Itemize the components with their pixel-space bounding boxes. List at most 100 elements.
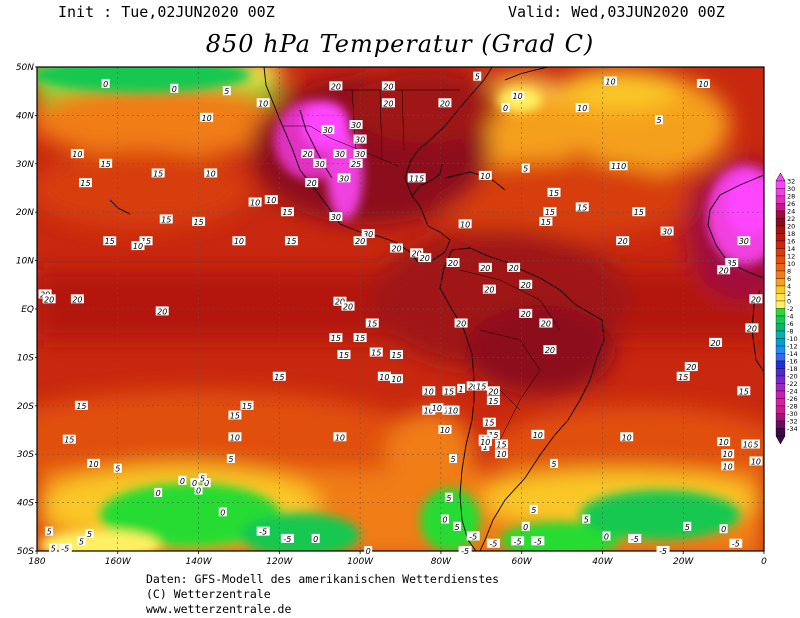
contour-label: 15: [444, 387, 454, 396]
contour-label-box: [222, 86, 231, 96]
contour-label: 20: [508, 264, 518, 273]
contour-label-box: [749, 456, 763, 466]
legend-swatch: [775, 210, 786, 219]
contour-label-box: [473, 71, 482, 81]
contour-label: 10: [460, 220, 470, 229]
contour-label-box: [202, 478, 211, 488]
legend-label: 16: [787, 238, 795, 246]
contour-label: 15: [286, 237, 296, 246]
contour-label: 5: [475, 73, 480, 82]
contour-label-box: [507, 262, 521, 272]
footer-copyright: (C) Wetterzentrale: [146, 587, 271, 601]
contour-label: 5: [454, 523, 459, 532]
contour-label-box: [178, 475, 187, 485]
contour-label: 20: [484, 286, 494, 295]
contour-label: 30: [323, 126, 333, 135]
contour-label: 5: [115, 465, 120, 474]
contour-label-box: [549, 458, 558, 468]
contour-label-box: [446, 405, 460, 415]
legend-label: 10: [787, 260, 795, 268]
legend-swatch: [775, 203, 786, 212]
contour-label: 10: [577, 104, 587, 113]
contour-label-box: [154, 487, 163, 497]
temperature-field: [37, 67, 764, 551]
contour-label-box: [438, 425, 452, 434]
contour-label-box: [453, 521, 462, 531]
contour-label-box: [190, 478, 199, 488]
contour-label-box: [377, 371, 391, 381]
contour-label: 20: [391, 245, 401, 254]
contour-label-box: [99, 158, 113, 168]
legend-label: -8: [787, 328, 793, 336]
contour-label: 30: [315, 160, 325, 169]
contour-label-box: [745, 323, 759, 333]
contour-label: 0: [103, 80, 108, 89]
footer-url[interactable]: www.wetterzentrale.de: [146, 602, 292, 616]
contour-label-box: [232, 236, 246, 246]
legend-label: 2: [787, 290, 791, 298]
contour-label-box: [194, 485, 203, 495]
contour-label-box: [131, 241, 145, 251]
contour-label-box: [49, 543, 58, 553]
contour-label-box: [486, 538, 500, 548]
lat-label: 20N: [16, 208, 34, 218]
contour-label-box: [632, 207, 646, 217]
contour-label: 10: [723, 450, 733, 459]
legend-label: -16: [787, 358, 798, 366]
contour-label: -5: [659, 547, 667, 556]
contour-label: 10: [234, 237, 244, 246]
contour-label-box: [494, 439, 508, 449]
contour-label-box: [226, 454, 235, 464]
contour-label: -5: [469, 532, 477, 541]
legend-label: 0: [787, 298, 791, 306]
legend-label: 14: [787, 245, 795, 253]
legend-swatch: [775, 180, 786, 189]
contour-label-box: [349, 120, 363, 130]
contour-label: 10: [513, 92, 523, 101]
contour-label: 5: [446, 494, 451, 503]
lat-label: EQ: [21, 305, 34, 315]
contour-label: 15: [549, 189, 559, 198]
contour-label: -5: [283, 535, 291, 544]
legend-swatch: [775, 315, 786, 324]
contour-label-box: [696, 78, 710, 88]
legend-swatch: [775, 420, 786, 429]
contour-label-box: [139, 236, 153, 246]
contour-label-box: [676, 371, 690, 381]
contour-label-box: [159, 214, 173, 224]
legend-label: -6: [787, 320, 793, 328]
contour-label-box: [717, 437, 731, 447]
contour-label-box: [478, 437, 492, 447]
contour-label: 15: [496, 441, 506, 450]
contour-label: 10: [622, 433, 632, 442]
contour-label-box: [353, 134, 367, 144]
contour-label-box: [329, 81, 343, 91]
contour-label: 30: [662, 228, 672, 237]
legend-label: 8: [787, 268, 791, 276]
contour-label: 15: [484, 419, 494, 428]
valid-time: Valid: Wed,03JUN2020 00Z: [508, 3, 725, 21]
contour-label: 30: [355, 136, 365, 145]
legend-swatch: [775, 353, 786, 362]
contour-label-box: [609, 161, 628, 171]
contour-label: 5: [753, 441, 758, 450]
contour-label: 15: [105, 237, 115, 246]
contour-label-box: [683, 521, 692, 531]
legend-swatch: [775, 255, 786, 264]
contour-label: 15: [331, 334, 341, 343]
contour-label-box: [353, 236, 367, 246]
contour-label: 0: [503, 104, 508, 113]
contour-label-box: [113, 463, 122, 473]
contour-label: -5: [259, 528, 267, 537]
contour-label: 0: [172, 85, 177, 94]
contour-label-box: [248, 197, 262, 207]
contour-label-box: [70, 149, 84, 159]
contour-label: 20: [157, 307, 167, 316]
legend-label: 28: [787, 193, 795, 201]
lat-label: 40N: [16, 111, 34, 121]
contour-label: 10: [432, 404, 442, 413]
contour-label-box: [228, 432, 242, 442]
contour-label: 0: [192, 479, 197, 488]
